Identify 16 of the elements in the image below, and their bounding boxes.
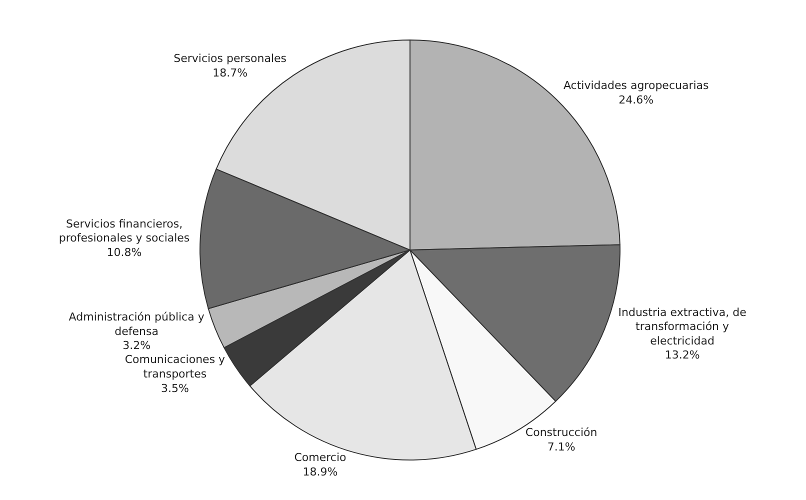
slice-label: Administración pública y defensa bbox=[68, 310, 205, 338]
slice-label: Servicios personales bbox=[174, 52, 287, 66]
slice-label: Actividades agropecuarias bbox=[563, 79, 710, 92]
data-label: 18.7% bbox=[212, 66, 248, 80]
slice-label: Construcción bbox=[525, 426, 598, 440]
data-label: 3.5% bbox=[160, 382, 189, 395]
slice-label: Servicios financieros, profesionales y sociales bbox=[58, 217, 190, 245]
data-label: 10.8% bbox=[106, 246, 142, 259]
slice-label: Comercio bbox=[294, 451, 346, 464]
slice-label: Industria extractiva, de transformación y electricidad bbox=[618, 306, 747, 348]
data-label: 24.6% bbox=[618, 93, 654, 106]
data-label: 18.9% bbox=[302, 466, 338, 479]
slice-label: Comunicaciones y transportes bbox=[124, 353, 226, 380]
data-label: 13.2% bbox=[664, 348, 700, 362]
data-label: 3.2% bbox=[122, 339, 151, 352]
data-label: 7.1% bbox=[547, 440, 576, 454]
